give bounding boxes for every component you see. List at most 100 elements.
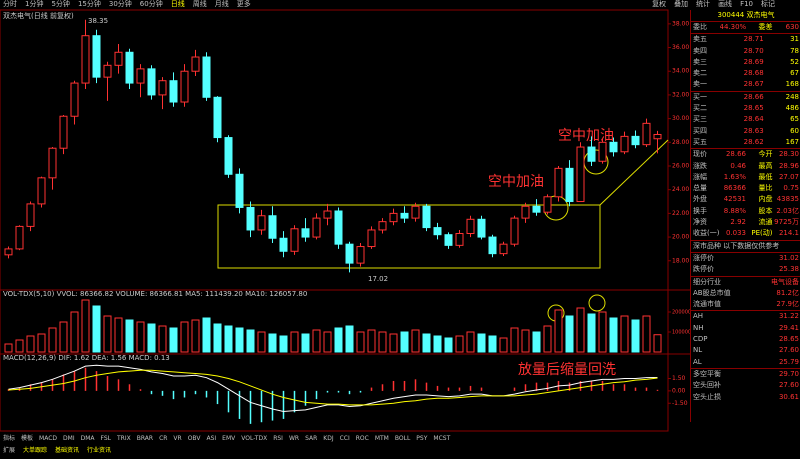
quote-cell: 买五 [693,137,707,146]
tab[interactable]: ASI [206,435,217,442]
tool-tabs: 复权 叠加 统计 画线 F10 标记 [651,0,776,9]
candle-body [400,212,409,219]
volume-bar [158,325,167,353]
tab[interactable]: EMV [222,435,236,442]
tab[interactable]: CR [159,435,168,442]
tab[interactable]: 基础资讯 [55,447,80,454]
row-group: 涨停价 31.02 跌停价 25.38 [691,251,800,276]
row-group: 卖五 28.71 31 卖四 28.70 78 卖三 28.69 52 卖二 28.68 67 卖一 28… [691,33,800,90]
low-label: 17.02 [368,275,388,283]
quote-cell: 1.63% [723,172,746,181]
tab[interactable]: DMA [80,435,95,442]
quote-cell: 9725万 [774,218,799,227]
tab[interactable]: ROC [355,435,369,442]
y-tick-label: 34.00 [672,68,689,75]
tab[interactable]: F10 [740,0,753,8]
quote-cell: 买二 [693,104,707,113]
tab[interactable]: 扩展 [3,447,16,454]
tab[interactable]: OBV [187,435,201,442]
tab[interactable]: 行业资讯 [87,447,112,454]
tab[interactable]: FSL [100,435,112,442]
tab[interactable]: TRIX [117,435,131,442]
candle-body [389,212,398,223]
candle-body [433,227,442,236]
tab[interactable]: VOL-TDX [241,435,268,442]
candle-body [37,177,46,205]
quote-cell: 28.69 [743,57,764,66]
tab[interactable]: VR [173,435,182,442]
y-tick-label: 28.00 [672,139,689,146]
candle-body [510,217,519,245]
tab[interactable]: 日线 [170,0,185,8]
volume-bar [543,325,552,353]
candle-body [92,35,101,78]
tab[interactable]: 1分钟 [25,0,44,8]
quote-cell: 跌停价 [693,265,714,274]
candle-body [70,82,79,117]
candle-body [224,137,233,175]
volume-bar [576,307,585,353]
tab[interactable]: 5分钟 [51,0,70,8]
quote-cell: 电气设备 [771,277,799,286]
quote-row: NH 29.41 [691,323,800,334]
tab[interactable]: 分时 [3,0,17,8]
quote-cell: 多空平衡 [693,369,721,378]
quote-row: 买五 28.62 167 [691,137,800,148]
period-tabs: 分时 1分钟 5分钟 15分钟 30分钟 60分钟 日线 周线 月线 更多 [2,0,252,9]
quote-row: AB股总市值 81.2亿 [691,288,800,299]
tab[interactable]: 指标 [3,435,16,442]
candle-body [114,51,123,66]
candle-body [180,70,189,103]
candle-body [565,167,574,203]
quote-cell: 67 [790,69,799,78]
tab[interactable]: 15分钟 [77,0,101,8]
quote-cell: 78 [790,46,799,55]
tab[interactable]: 大单跟踪 [23,447,48,454]
tab[interactable]: KDJ [323,435,334,442]
tab[interactable]: 30分钟 [108,0,132,8]
quote-cell: 27.60 [778,346,799,355]
tab[interactable]: 复权 [652,0,667,8]
tab[interactable]: 60分钟 [139,0,163,8]
quote-cell: 总量 [693,184,707,193]
note: 放量后缩量回洗 [518,362,616,378]
candle-body [620,135,629,153]
volume-bar [92,305,101,353]
tab[interactable]: 模板 [21,435,34,442]
quote-cell: 28.67 [743,80,764,89]
tab[interactable]: BOLL [394,435,411,442]
candle-body [103,64,112,78]
candle-body [136,68,145,84]
quote-cell: 28.66 [743,92,764,101]
tab[interactable]: CCI [339,435,350,442]
tab[interactable]: DMI [63,435,75,442]
tab[interactable]: MACD [39,435,58,442]
quote-cell: 42531 [723,195,746,204]
tab[interactable]: 周线 [192,0,207,8]
quote-cell: 净资 [693,218,707,227]
quote-cell: 委比 [693,23,707,31]
tab[interactable]: PSY [416,435,428,442]
quote-cell: 29.41 [778,323,799,332]
tab[interactable]: 叠加 [674,0,689,8]
quote-row: 空头止损 30.61 [691,392,800,403]
tab[interactable]: MTM [374,435,389,442]
tab[interactable]: 更多 [236,0,251,8]
tab[interactable]: 画线 [718,0,733,8]
tab[interactable]: 统计 [696,0,711,8]
tab[interactable]: SAR [305,435,318,442]
row-group: 深市品种 以下数据仅供参考 [691,239,800,252]
volume-bar [433,335,442,353]
tab[interactable]: WR [288,435,300,442]
quote-cell: 涨幅 [693,172,707,181]
volume-bar [411,329,420,353]
candle-body [411,205,420,219]
tab[interactable]: 标记 [761,0,775,8]
tab[interactable]: MCST [433,435,451,442]
tab[interactable]: BRAR [136,435,154,442]
quote-cell: 86366 [723,184,746,193]
volume-bar [345,325,354,353]
tab[interactable]: RSI [273,435,283,442]
tab[interactable]: 月线 [214,0,229,8]
volume-bar [257,331,266,353]
